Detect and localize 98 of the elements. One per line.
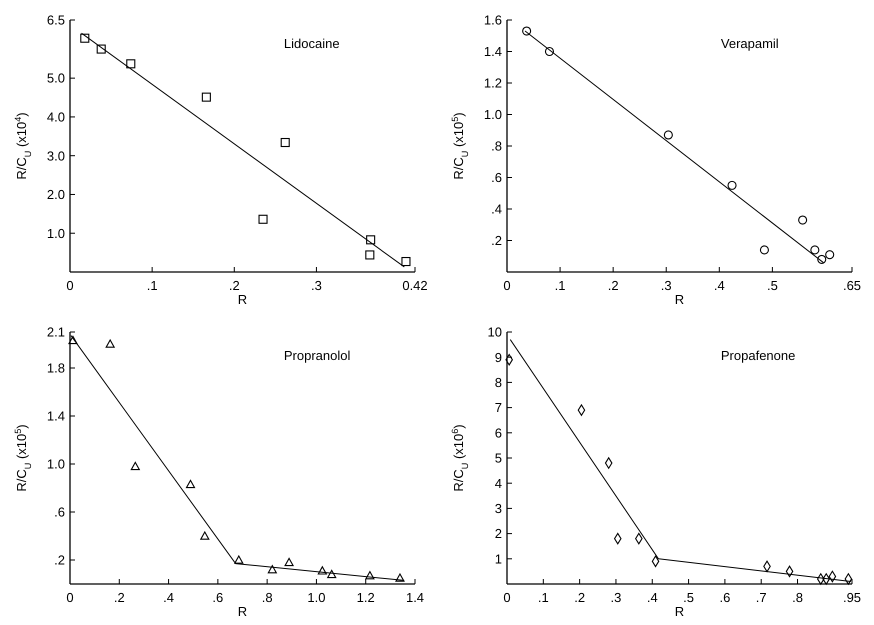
y-tick-label: 9 (494, 350, 502, 365)
text: Verapamil (720, 36, 779, 51)
point (258, 214, 268, 224)
point (284, 558, 294, 566)
y-tick-label: 1 (494, 551, 502, 566)
y-tick-label: 4 (494, 476, 502, 491)
point (130, 462, 140, 470)
y-tick-label: 3 (494, 500, 502, 516)
x-tick-label: .8 (792, 590, 803, 605)
y-tick-label: .2 (54, 552, 65, 568)
y-tick-label: .4 (491, 202, 502, 217)
x-tick-label: .2 (608, 278, 619, 293)
point (401, 256, 411, 266)
x-axis-title: R (674, 292, 684, 307)
y-tick-label: 6.5 (46, 12, 65, 28)
point (365, 250, 374, 260)
point (106, 339, 115, 348)
x-tick-label: 1.2 (356, 590, 375, 605)
y-tick-label: 1.4 (484, 44, 502, 60)
x-tick-label: .2 (228, 278, 240, 293)
x-tick-label: 0 (66, 278, 74, 293)
y-tick-label: 10 (488, 324, 502, 340)
point (366, 235, 376, 244)
x-tick-label: 0 (503, 278, 511, 293)
text: Propranolol (284, 348, 350, 363)
point (202, 92, 211, 102)
x-tick-label: .3 (610, 590, 622, 605)
x-tick-label: .3 (660, 278, 672, 293)
x-tick-label: .4 (714, 278, 725, 293)
x-tick-label: .5 (766, 278, 778, 293)
point (68, 336, 78, 344)
point (126, 59, 136, 68)
point (727, 180, 737, 190)
text: Lidocaine (284, 36, 340, 51)
y-tick-label: 1.2 (484, 76, 502, 91)
x-tick-label: .65 (842, 278, 862, 293)
point (810, 245, 820, 254)
x-tick-label: .95 (842, 590, 862, 605)
x-tick-label: .7 (756, 590, 767, 605)
point (327, 570, 336, 578)
x-axis-title: R (238, 604, 248, 619)
x-tick-label: .6 (719, 590, 730, 605)
x-tick-label: .8 (262, 590, 273, 605)
y-tick-label: 6 (494, 425, 502, 440)
y-tick-label: 1.0 (46, 456, 65, 472)
x-tick-label: .2 (574, 590, 586, 605)
point (544, 46, 554, 56)
point (234, 555, 244, 564)
point (280, 138, 290, 148)
x-tick-label: .4 (646, 590, 658, 605)
x-tick-label: 1.4 (406, 590, 424, 605)
point (760, 245, 769, 254)
x-tick-label: .5 (683, 590, 694, 605)
y-tick-label: 3.0 (46, 148, 65, 164)
x-tick-label: 1.0 (307, 590, 326, 605)
text: Propafenone (720, 348, 796, 363)
point (798, 215, 808, 225)
point (395, 573, 405, 582)
point (825, 250, 834, 260)
y-tick-label: 4.0 (46, 109, 65, 124)
x-axis-title: R (238, 292, 248, 307)
x-tick-label: .1 (146, 278, 158, 293)
y-tick-label: 2.0 (46, 187, 65, 202)
y-tick-label: 1.0 (46, 226, 65, 241)
point (522, 26, 532, 36)
x-axis-title: R (674, 604, 684, 619)
y-tick-label: .6 (491, 170, 502, 186)
x-tick-label: .1 (554, 278, 566, 293)
y-tick-label: 8 (494, 374, 502, 390)
y-tick-label: 1.4 (46, 408, 65, 424)
y-tick-label: 2 (494, 526, 502, 542)
point (200, 531, 210, 540)
y-tick-label: 1.0 (484, 107, 502, 122)
x-tick-label: .6 (212, 590, 224, 605)
point (96, 44, 106, 54)
point (318, 566, 327, 575)
x-tick-label: .4 (163, 590, 174, 605)
y-tick-label: 5.0 (46, 70, 65, 86)
y-tick-label: .6 (54, 504, 65, 520)
y-tick-label: 7 (494, 400, 502, 416)
x-tick-label: .2 (114, 590, 125, 605)
x-tick-label: 0 (66, 590, 74, 605)
point (80, 34, 90, 43)
y-tick-label: 1.6 (484, 12, 502, 28)
y-tick-label: .8 (491, 138, 502, 154)
point (186, 480, 196, 488)
x-tick-label: 0 (503, 590, 511, 605)
point (817, 254, 826, 264)
y-tick-label: 2.1 (46, 324, 65, 340)
point (664, 130, 673, 140)
x-tick-label: .3 (311, 278, 322, 293)
point (268, 565, 277, 574)
y-tick-label: 5 (494, 450, 502, 466)
x-tick-label: 0.42 (402, 278, 428, 293)
y-tick-label: 1.8 (46, 360, 65, 376)
y-tick-label: .2 (491, 233, 502, 248)
point (365, 571, 374, 580)
x-tick-label: .1 (538, 590, 549, 605)
